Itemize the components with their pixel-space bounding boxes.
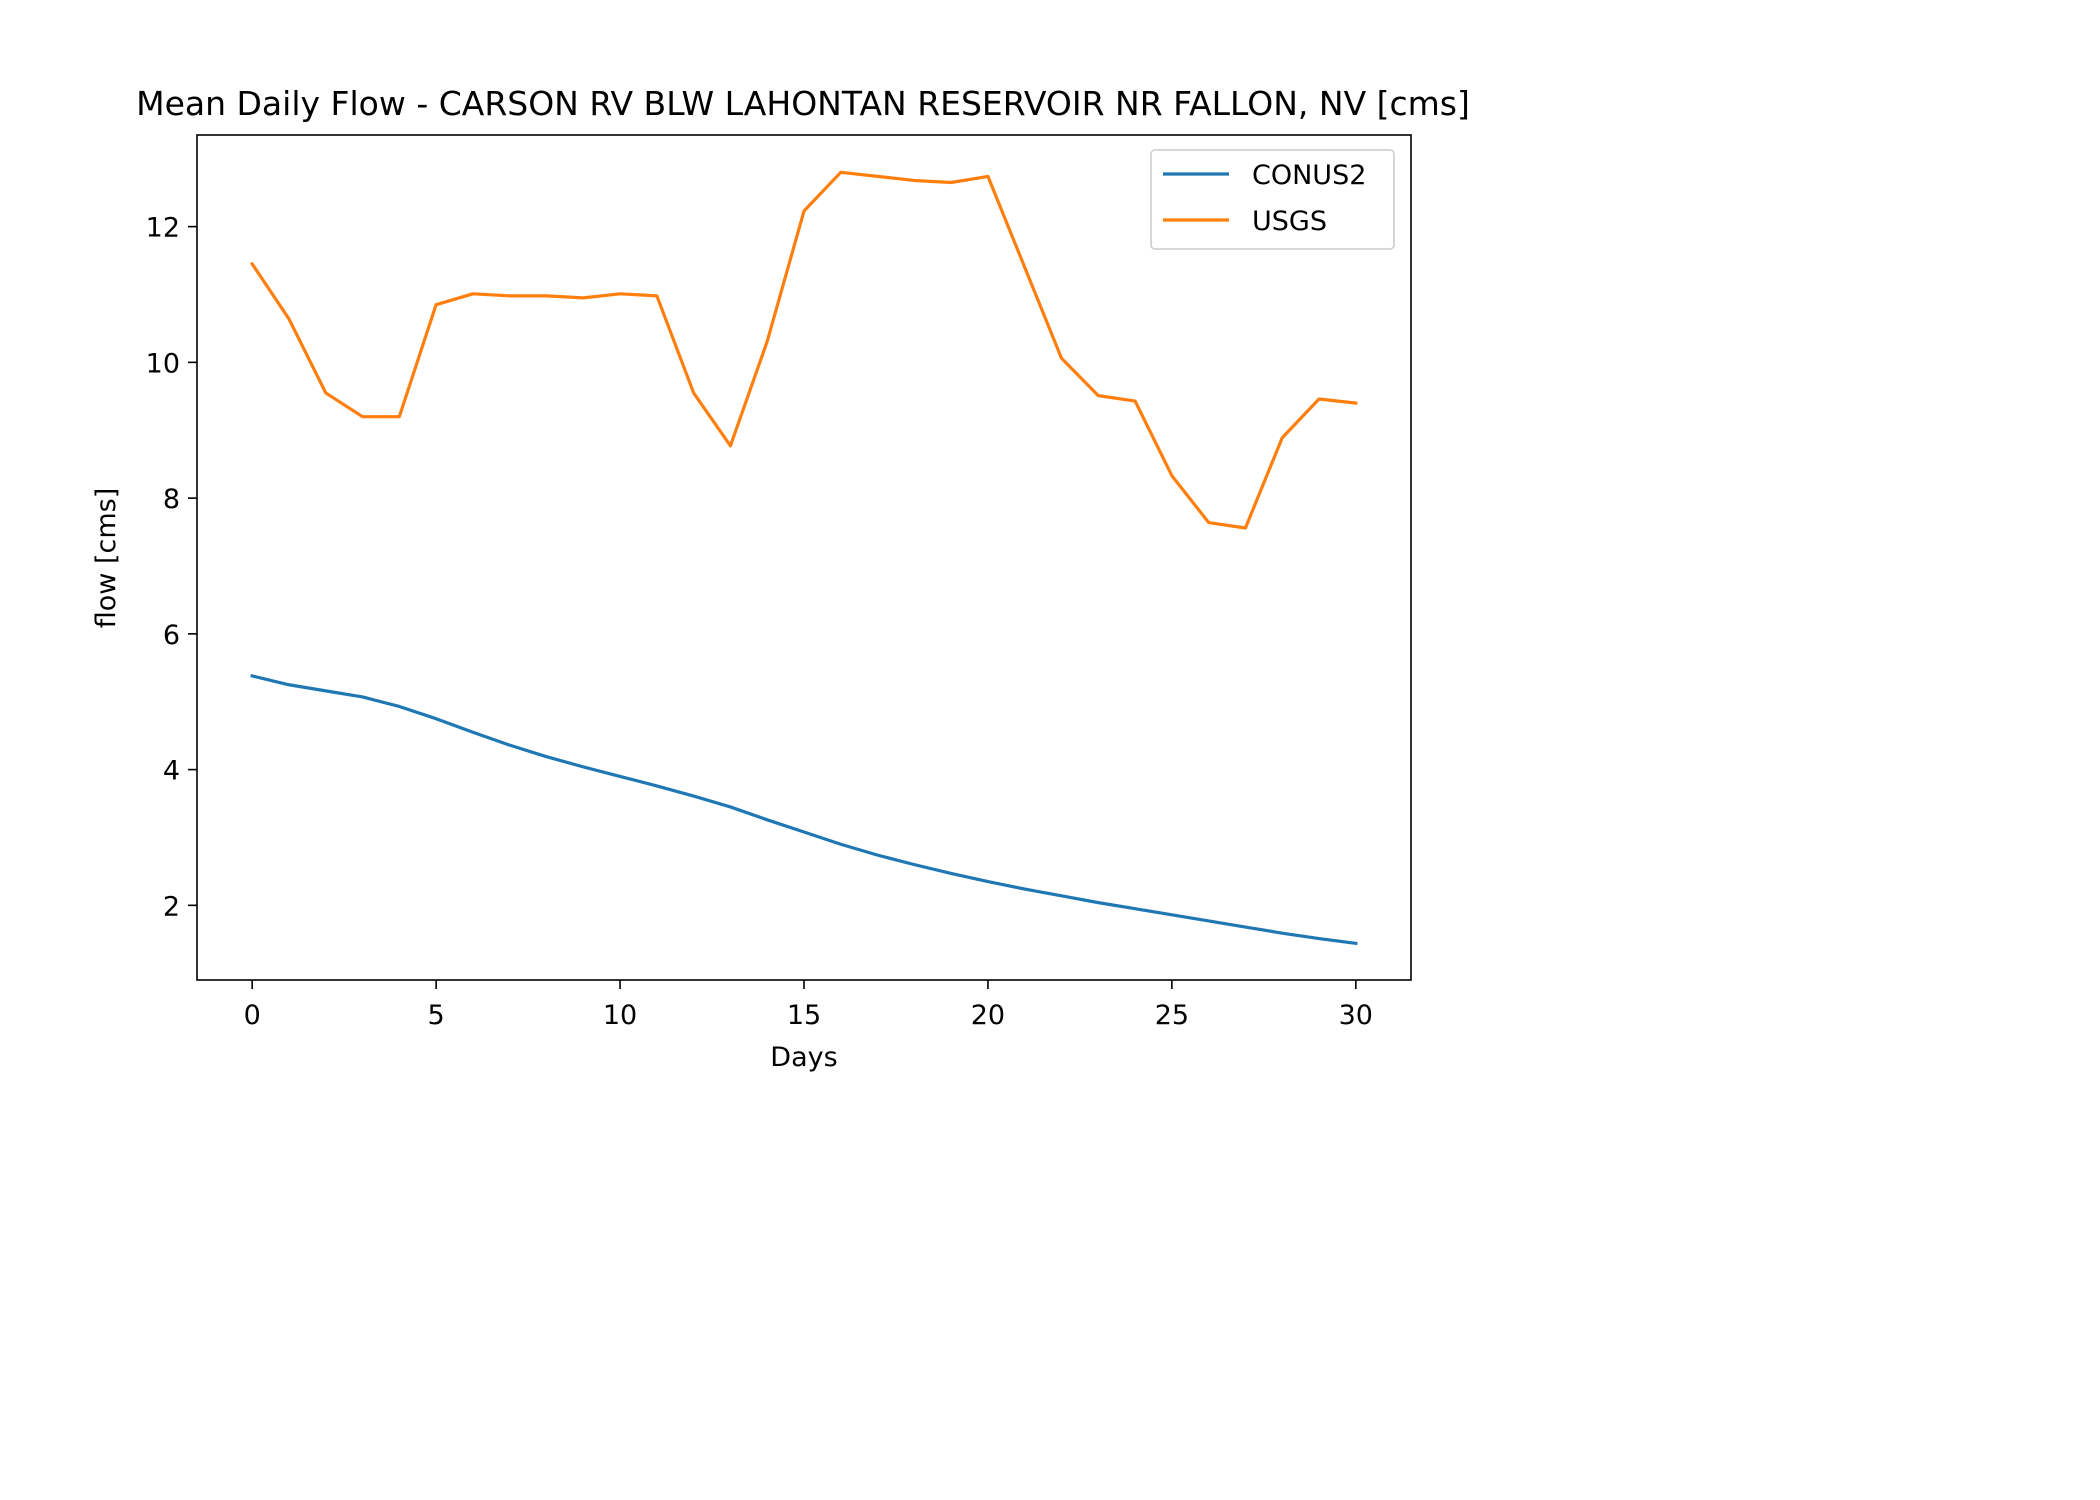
series-line-usgs — [249, 170, 1358, 530]
plot-area — [197, 135, 1411, 980]
series-line-conus2 — [250, 674, 1358, 946]
y-tick-label: 4 — [163, 756, 180, 787]
x-axis-label: Days — [770, 1042, 837, 1073]
legend: CONUS2 USGS — [1150, 149, 1395, 250]
x-axis-ticks: 0 5 10 15 20 25 30 — [244, 980, 1373, 1031]
y-tick-label: 6 — [163, 620, 180, 651]
chart-container: Mean Daily Flow - CARSON RV BLW LAHONTAN… — [91, 84, 1470, 1073]
plot-frame — [196, 134, 1412, 981]
x-tick-label: 0 — [244, 1000, 261, 1031]
x-tick-label: 15 — [787, 1000, 821, 1031]
legend-label-usgs: USGS — [1252, 206, 1327, 237]
series-lines — [249, 170, 1358, 946]
x-tick-label: 30 — [1339, 1000, 1373, 1031]
x-tick-label: 20 — [971, 1000, 1005, 1031]
y-tick-label: 8 — [163, 484, 180, 515]
chart-title: Mean Daily Flow - CARSON RV BLW LAHONTAN… — [136, 84, 1470, 123]
x-tick-label: 10 — [603, 1000, 637, 1031]
x-tick-label: 25 — [1155, 1000, 1189, 1031]
y-axis-label: flow [cms] — [91, 488, 122, 628]
y-axis-ticks: 2 4 6 8 10 12 — [146, 213, 197, 922]
y-tick-label: 2 — [163, 891, 180, 922]
x-tick-label: 5 — [428, 1000, 445, 1031]
y-tick-label: 10 — [146, 348, 180, 379]
line-chart: Mean Daily Flow - CARSON RV BLW LAHONTAN… — [91, 84, 1470, 1073]
y-tick-label: 12 — [146, 213, 180, 244]
legend-label-conus2: CONUS2 — [1252, 160, 1366, 191]
